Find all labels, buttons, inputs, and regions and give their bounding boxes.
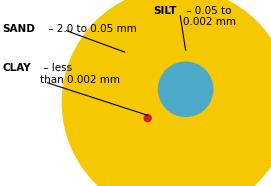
- Ellipse shape: [159, 62, 213, 116]
- Text: CLAY: CLAY: [3, 63, 31, 73]
- Ellipse shape: [62, 0, 271, 186]
- Text: SAND: SAND: [3, 24, 36, 34]
- Text: – less
than 0.002 mm: – less than 0.002 mm: [40, 63, 120, 85]
- Ellipse shape: [144, 115, 151, 122]
- Text: – 0.05 to
0.002 mm: – 0.05 to 0.002 mm: [183, 6, 236, 27]
- Text: – 2.0 to 0.05 mm: – 2.0 to 0.05 mm: [45, 24, 137, 34]
- Text: SILT: SILT: [153, 6, 177, 16]
